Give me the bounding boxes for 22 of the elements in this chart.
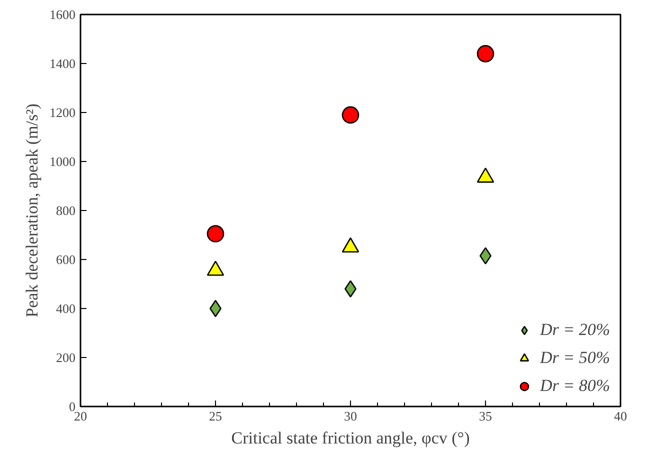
y-tick-label: 600: [56, 252, 76, 267]
point: [206, 225, 224, 242]
y-axis-title: Peak deceleration, apeak (m/s²): [22, 104, 42, 318]
x-axis-title: Critical state friction angle, φcv (°): [231, 428, 470, 448]
y-tick-label: 1600: [50, 7, 76, 22]
x-tick-label: 40: [614, 408, 627, 424]
legend-label: Dr = 20%: [540, 320, 610, 340]
legend-label: Dr = 50%: [540, 348, 610, 368]
x-tick-label: 30: [344, 408, 357, 424]
y-tick-label: 0: [69, 399, 76, 414]
point: [476, 45, 494, 62]
y-tick-label: 1200: [50, 105, 76, 120]
y-tick-label: 1400: [50, 56, 76, 71]
x-tick-label: 35: [479, 408, 492, 424]
x-tick-label: 25: [209, 408, 222, 424]
legend-label: Dr = 80%: [540, 376, 610, 396]
y-tick-label: 200: [56, 350, 76, 365]
y-tick-label: 1000: [50, 154, 76, 169]
x-tick-label: 20: [74, 408, 87, 424]
point: [342, 106, 360, 124]
y-tick-label: 400: [56, 301, 76, 316]
y-tick-label: 800: [56, 203, 76, 218]
